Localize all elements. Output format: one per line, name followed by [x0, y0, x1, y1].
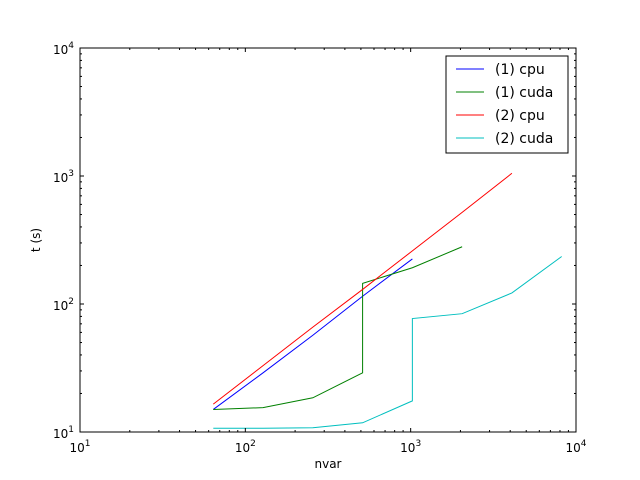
series-layer	[212, 172, 562, 429]
y-tick-label-base: 10	[53, 427, 68, 441]
x-tick-label-base: 10	[400, 441, 415, 455]
series-line-3	[212, 172, 513, 405]
legend-label-3: (2) cpu	[495, 108, 545, 124]
y-tick-label: 103	[53, 169, 74, 185]
y-tick-label-exponent: 2	[68, 297, 74, 307]
legend-label-4: (2) cuda	[495, 131, 553, 147]
y-axis-label: t (s)	[29, 228, 43, 252]
y-tick-label-exponent: 1	[68, 425, 74, 435]
x-tick-label-base: 10	[235, 441, 250, 455]
x-tick-label-base: 10	[69, 441, 84, 455]
x-tick-label: 103	[400, 439, 421, 455]
x-tick-label-exponent: 4	[581, 439, 587, 449]
series-line-4	[213, 256, 562, 429]
x-tick-label-exponent: 1	[85, 439, 91, 449]
y-tick-label-exponent: 4	[68, 41, 74, 51]
series-line-1	[212, 258, 413, 410]
x-tick-label-exponent: 2	[250, 439, 256, 449]
x-tick-label: 104	[565, 439, 586, 455]
legend-label-2: (1) cuda	[495, 85, 553, 101]
y-tick-label-base: 10	[53, 299, 68, 313]
y-tick-label: 101	[53, 425, 74, 441]
x-axis-label: nvar	[315, 457, 342, 471]
y-tick-label-exponent: 3	[68, 169, 74, 179]
y-tick-label-base: 10	[53, 43, 68, 57]
y-tick-label: 102	[53, 297, 74, 313]
y-tick-label-base: 10	[53, 171, 68, 185]
x-tick-label-base: 10	[565, 441, 580, 455]
legend-label-1: (1) cpu	[495, 62, 545, 78]
series-line-2	[213, 246, 463, 410]
legend: (1) cpu (1) cuda (2) cpu (2) cuda	[445, 55, 569, 154]
plot-frame	[79, 47, 577, 433]
y-tick-label: 104	[53, 41, 74, 57]
x-tick-label: 102	[235, 439, 256, 455]
legend-frame	[445, 55, 569, 154]
x-tick-label-exponent: 3	[415, 439, 421, 449]
x-tick-label: 101	[69, 439, 90, 455]
